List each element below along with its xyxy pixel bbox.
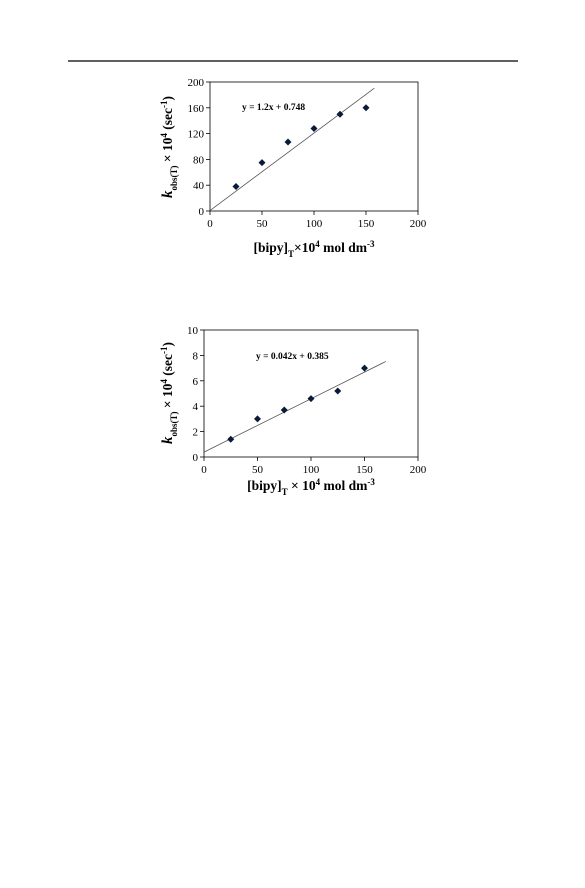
y-tick-label: 120 xyxy=(188,129,205,141)
label-segment: 4 xyxy=(159,133,169,138)
label-segment: × 10 xyxy=(160,137,175,165)
x-tick-label: 200 xyxy=(410,218,427,230)
y-tick-label: 2 xyxy=(193,427,199,439)
data-point xyxy=(280,406,288,414)
trendline-equation: y = 0.042x + 0.385 xyxy=(256,352,329,362)
y-axis-label: kobs(T) × 104 (sec-1) xyxy=(159,342,179,444)
chart: 0 40 80 120 160 200 0 50 100 150 200 y = 1.2x + 0.7… xyxy=(159,77,427,259)
label-segment: obs(T) xyxy=(169,166,179,191)
y-tick-label: 0 xyxy=(199,206,205,218)
label-segment: (sec xyxy=(160,354,175,379)
data-point xyxy=(227,435,235,443)
label-segment: ×10 xyxy=(294,240,315,255)
label-segment: ) xyxy=(160,342,175,347)
label-segment: -3 xyxy=(367,477,375,487)
x-tick-label: 50 xyxy=(252,464,264,476)
data-point xyxy=(232,182,240,190)
y-tick-label: 200 xyxy=(188,77,205,89)
x-tick-label: 50 xyxy=(257,218,269,230)
y-axis-label: kobs(T) × 104 (sec-1) xyxy=(159,96,179,198)
label-segment: (sec xyxy=(160,108,175,133)
y-tick-label: 8 xyxy=(193,350,199,362)
data-point xyxy=(310,124,318,132)
label-segment: 4 xyxy=(315,239,320,249)
x-tick-label: 150 xyxy=(358,218,375,230)
data-point xyxy=(362,104,370,112)
label-segment: × 10 xyxy=(160,383,175,411)
y-tick-label: 4 xyxy=(193,401,199,413)
trendline-equation: y = 1.2x + 0.748 xyxy=(242,103,305,113)
y-tick-label: 0 xyxy=(193,452,199,464)
label-segment: mol dm xyxy=(320,240,368,255)
label-segment: [bipy] xyxy=(247,478,282,493)
data-point xyxy=(284,138,292,146)
y-tick-label: 160 xyxy=(188,103,205,115)
y-tick-label: 80 xyxy=(193,154,205,166)
label-segment: [bipy] xyxy=(254,240,289,255)
label-segment: obs(T) xyxy=(169,412,179,437)
label-segment: -1 xyxy=(159,100,169,108)
x-tick-label: 150 xyxy=(356,464,373,476)
label-segment: T xyxy=(282,487,288,497)
y-tick-label: 10 xyxy=(187,325,199,337)
x-axis-label: [bipy]T × 104 mol dm-3 xyxy=(247,477,375,497)
x-tick-label: 100 xyxy=(303,464,320,476)
label-segment: 4 xyxy=(159,379,169,384)
x-tick-label: 0 xyxy=(201,464,207,476)
y-tick-label: 6 xyxy=(193,376,199,388)
label-segment: -3 xyxy=(367,239,375,249)
data-point xyxy=(307,395,315,403)
y-tick-label: 40 xyxy=(193,180,205,192)
trendline xyxy=(203,361,387,453)
x-tick-label: 200 xyxy=(410,464,427,476)
label-segment: -1 xyxy=(159,346,169,354)
x-tick-label: 100 xyxy=(306,218,323,230)
data-point xyxy=(258,159,266,167)
label-segment: k xyxy=(160,190,176,198)
label-segment: 4 xyxy=(316,477,321,487)
x-axis-label: [bipy]T×104 mol dm-3 xyxy=(254,239,375,259)
label-segment: ) xyxy=(160,96,175,101)
data-point xyxy=(361,364,368,372)
trendline xyxy=(209,87,375,211)
x-tick-label: 0 xyxy=(207,218,213,230)
data-point xyxy=(336,110,344,118)
label-segment: × 10 xyxy=(288,478,316,493)
label-segment: T xyxy=(288,249,294,259)
label-segment: k xyxy=(160,436,176,444)
data-point xyxy=(334,387,342,395)
label-segment: mol dm xyxy=(320,478,368,493)
data-point xyxy=(254,415,261,423)
